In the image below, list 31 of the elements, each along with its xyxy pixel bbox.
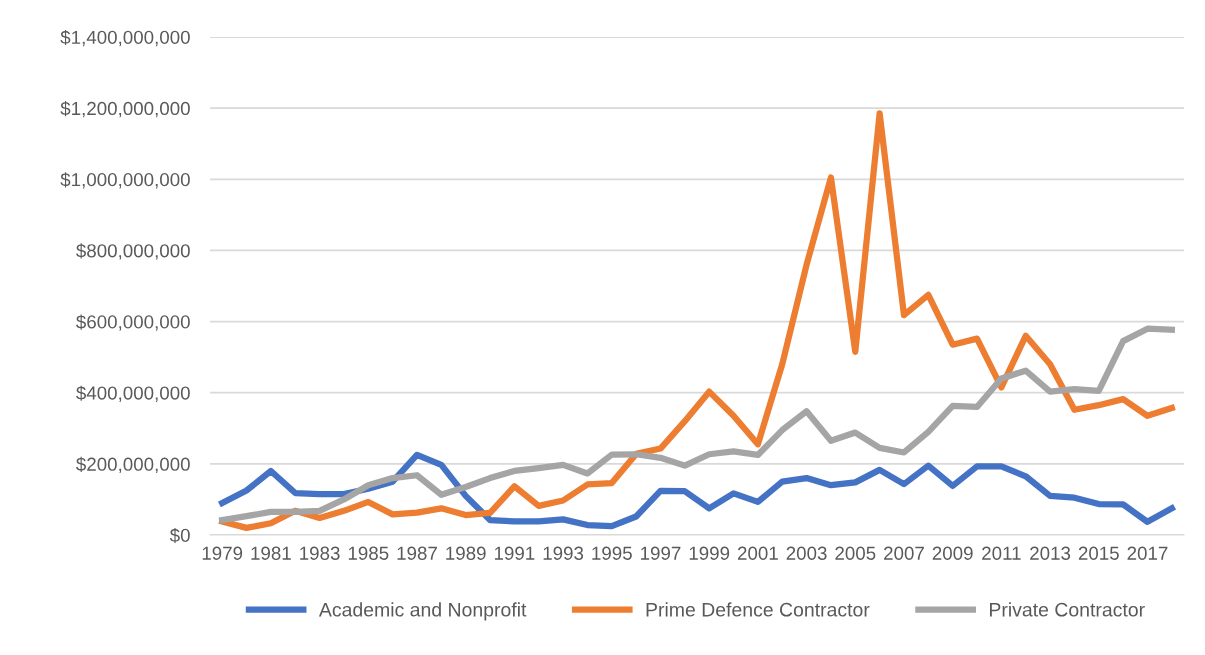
x-tick-label: 1999 <box>689 546 730 560</box>
x-tick-label: 1985 <box>348 546 389 560</box>
y-tick-label: $200,000,000 <box>76 456 190 474</box>
x-tick-label: 1979 <box>202 546 243 560</box>
legend-label: Prime Defence Contractor <box>646 602 870 617</box>
legend-label: Academic and Nonprofit <box>318 602 527 621</box>
x-tick-label: 1981 <box>251 546 291 560</box>
x-tick-label: 2007 <box>884 546 924 560</box>
x-tick-label: 1989 <box>446 546 486 560</box>
legend-label: Private Contractor <box>990 602 1145 617</box>
y-tick-label: $400,000,000 <box>76 385 190 402</box>
x-tick-label: 1983 <box>300 546 340 560</box>
x-tick-label: 1987 <box>397 546 437 560</box>
y-tick-label: $0 <box>169 527 190 544</box>
x-tick-label: 2011 <box>982 546 1021 560</box>
y-tick-label: $1,400,000,000 <box>60 29 190 47</box>
x-tick-label: 2015 <box>1078 546 1119 560</box>
x-tick-label: 2017 <box>1127 546 1168 560</box>
y-tick-label: $800,000,000 <box>76 243 190 260</box>
y-tick-label: $600,000,000 <box>76 314 190 331</box>
x-tick-label: 2013 <box>1030 546 1071 560</box>
x-tick-label: 2009 <box>932 546 973 560</box>
x-tick-label: 1995 <box>592 546 632 560</box>
x-tick-label: 1993 <box>543 546 584 560</box>
x-tick-label: 1997 <box>641 546 681 560</box>
x-tick-label: 2005 <box>835 546 876 560</box>
y-tick-label: $1,200,000,000 <box>60 101 190 118</box>
x-tick-label: 1991 <box>494 546 535 560</box>
x-tick-label: 2001 <box>737 546 778 560</box>
x-tick-label: 2003 <box>786 546 827 560</box>
y-tick-label: $1,000,000,000 <box>60 172 190 189</box>
